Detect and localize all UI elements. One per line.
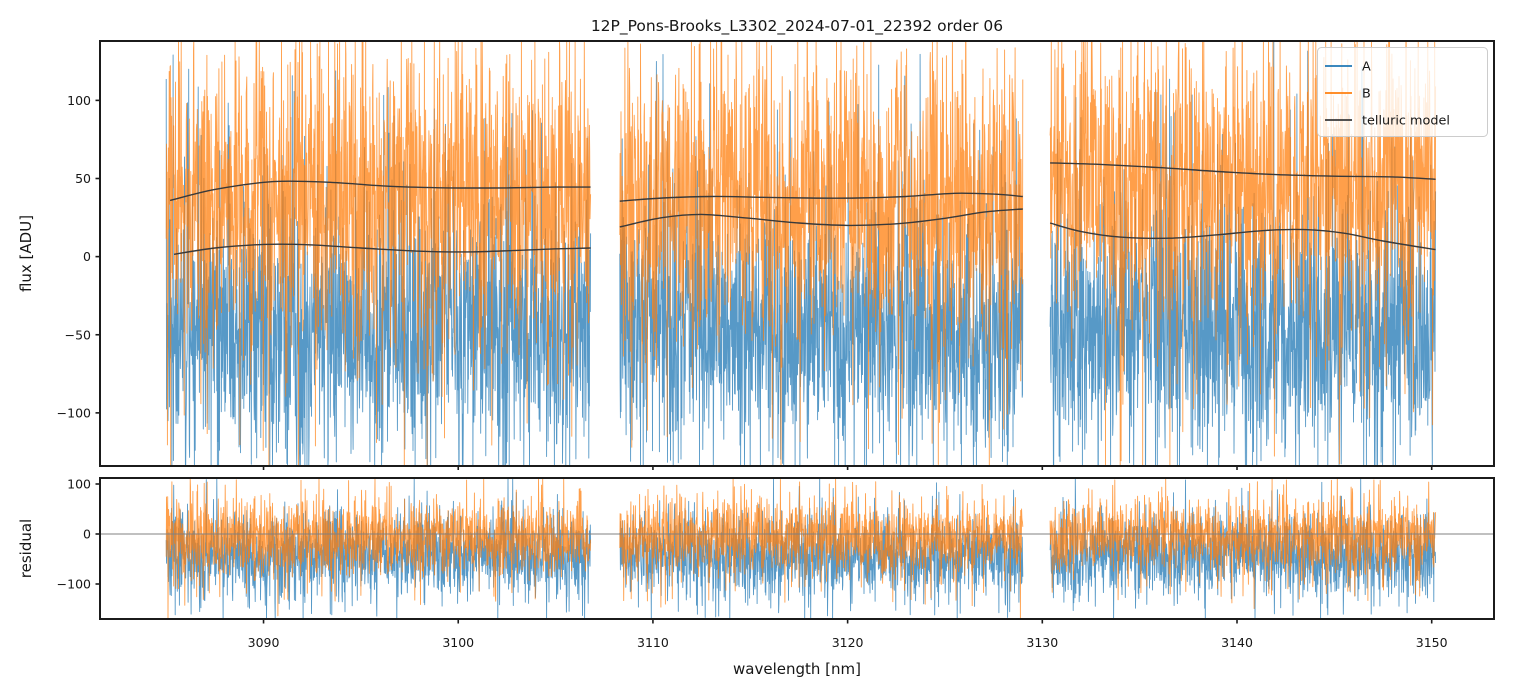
telluric-model-upper-segment-3 bbox=[1050, 162, 1436, 180]
x-tick-label: 3120 bbox=[832, 635, 864, 650]
series-B-segment-1 bbox=[165, 41, 592, 466]
legend-label-3: telluric model bbox=[1362, 114, 1450, 129]
telluric-model-lower-segment-3 bbox=[1049, 222, 1436, 251]
top-y-tick-label: 100 bbox=[67, 93, 91, 108]
x-tick-label: 3140 bbox=[1221, 635, 1253, 650]
series-A-segment-1 bbox=[165, 54, 592, 466]
series-B-segment-2 bbox=[619, 41, 1024, 466]
legend-box bbox=[1317, 47, 1488, 137]
x-tick-label: 3130 bbox=[1026, 635, 1058, 650]
top-y-tick-label: −100 bbox=[57, 405, 91, 420]
bottom-y-tick-label: −100 bbox=[57, 577, 91, 592]
telluric-model-upper-segment-1 bbox=[169, 180, 591, 202]
bottom-y-tick-label: 100 bbox=[67, 477, 91, 492]
telluric-model-upper-segment-2 bbox=[619, 192, 1023, 202]
top-y-tick-label: 50 bbox=[75, 171, 91, 186]
x-axis-label: wavelength [nm] bbox=[733, 660, 861, 678]
axes-decorations: 3090 3100 3110 3120 3130 3140 3150 −100 −50 0 50 10… bbox=[57, 93, 1448, 650]
telluric-model-lower-segment-1 bbox=[173, 243, 591, 255]
telluric-model-lower-segment-2 bbox=[619, 208, 1023, 228]
legend-label-2: B bbox=[1362, 87, 1371, 102]
bottom-y-tick-label: 0 bbox=[83, 527, 91, 542]
top-y-axis-label: flux [ADU] bbox=[17, 215, 35, 292]
series-A-segment-2 bbox=[619, 53, 1024, 466]
x-tick-label: 3090 bbox=[248, 635, 280, 650]
bottom-y-axis-label: residual bbox=[17, 519, 35, 578]
top-y-tick-label: −50 bbox=[65, 327, 91, 342]
bottom-axes-spines bbox=[99, 477, 1495, 620]
x-tick-label: 3100 bbox=[442, 635, 474, 650]
series-B-segment-2 bbox=[619, 478, 1024, 619]
top-y-tick-label: 0 bbox=[83, 249, 91, 264]
legend-label-1: A bbox=[1362, 60, 1371, 75]
top-axes-spines bbox=[99, 40, 1495, 467]
series-B-segment-3 bbox=[1049, 478, 1437, 609]
series-B-segment-1 bbox=[165, 478, 592, 619]
bottom-plot-area bbox=[100, 478, 1494, 619]
x-tick-label: 3110 bbox=[637, 635, 669, 650]
top-plot-area bbox=[165, 41, 1437, 466]
x-tick-label: 3150 bbox=[1416, 635, 1448, 650]
chart-title: 12P_Pons-Brooks_L3302_2024-07-01_22392 o… bbox=[591, 17, 1003, 36]
